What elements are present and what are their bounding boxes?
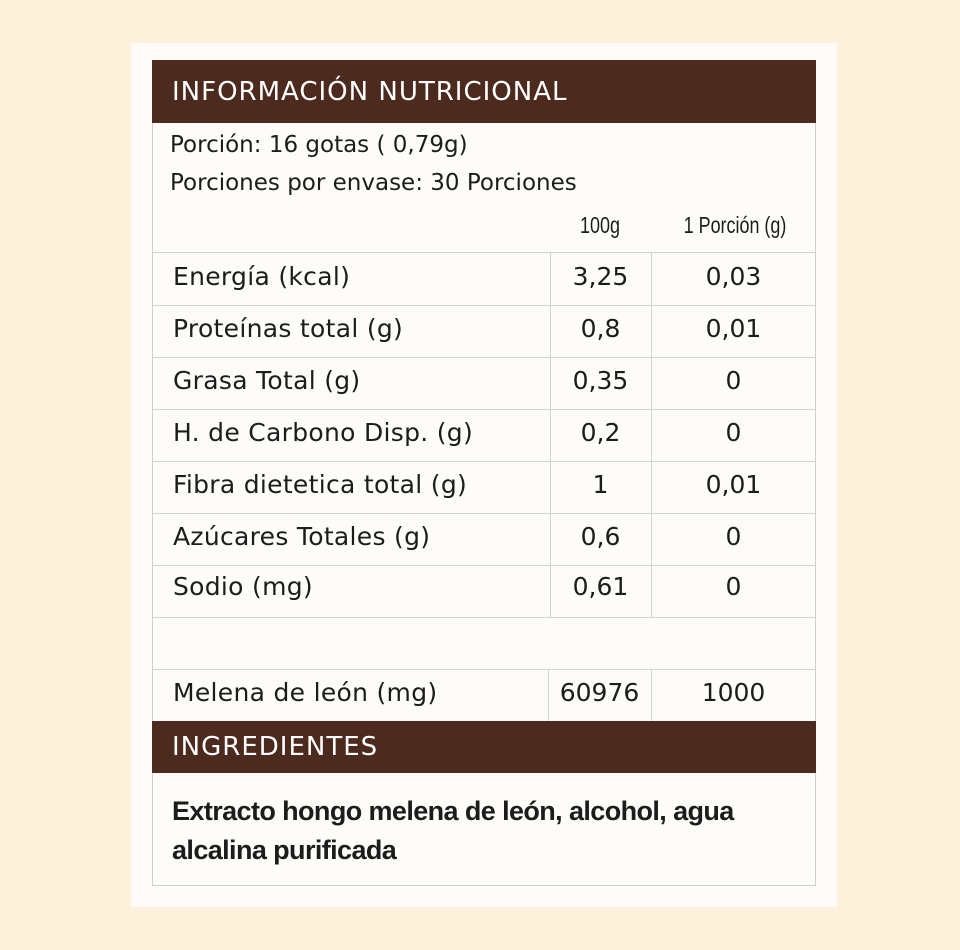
table-divider	[152, 565, 816, 566]
nutrition-title: INFORMACIÓN NUTRICIONAL	[172, 76, 568, 107]
row-value-100g: 0,8	[580, 314, 621, 343]
row-label-protein: Proteínas total (g)	[173, 314, 404, 343]
row-value-portion: 0	[725, 366, 742, 395]
row-value-portion: 1000	[701, 678, 766, 707]
table-divider	[152, 409, 816, 410]
row-value-100g: 0,6	[580, 522, 621, 551]
row-value-portion: 0,01	[705, 470, 762, 499]
row-label-lions-mane: Melena de león (mg)	[173, 678, 438, 707]
column-divider	[550, 252, 551, 617]
row-label-fat: Grasa Total (g)	[173, 366, 361, 395]
row-value-100g: 3,25	[572, 262, 629, 291]
column-divider	[651, 252, 652, 617]
table-divider	[152, 461, 816, 462]
row-label-fiber: Fibra dietetica total (g)	[173, 470, 468, 499]
nutrition-header: INFORMACIÓN NUTRICIONAL	[152, 60, 816, 123]
table-divider	[152, 305, 816, 306]
column-header-portion: 1 Porción (g)	[683, 212, 787, 238]
ingredients-title: INGREDIENTES	[172, 732, 379, 762]
serving-size: Porción: 16 gotas ( 0,79g)	[170, 132, 468, 158]
row-label-sugars: Azúcares Totales (g)	[173, 522, 431, 551]
row-value-portion: 0	[725, 572, 742, 601]
table-divider	[152, 252, 816, 253]
row-label-carbs: H. de Carbono Disp. (g)	[173, 418, 474, 447]
ingredients-header: INGREDIENTES	[152, 721, 816, 773]
column-header-100g: 100g	[580, 212, 620, 238]
table-divider	[152, 513, 816, 514]
column-divider	[548, 669, 549, 721]
table-divider	[152, 669, 816, 670]
row-value-portion: 0	[725, 418, 742, 447]
row-value-100g: 0,2	[580, 418, 621, 447]
row-value-portion: 0,03	[705, 262, 762, 291]
row-value-100g: 60976	[559, 678, 640, 707]
row-label-energy: Energía (kcal)	[173, 262, 351, 291]
row-value-100g: 0,35	[572, 366, 629, 395]
row-value-100g: 1	[592, 470, 609, 499]
ingredients-text: Extracto hongo melena de león, alcohol, …	[172, 796, 734, 865]
row-value-portion: 0,01	[705, 314, 762, 343]
table-divider	[152, 617, 816, 618]
column-divider	[651, 669, 652, 721]
servings-per-container: Porciones por envase: 30 Porciones	[170, 170, 577, 196]
row-value-100g: 0,61	[572, 572, 629, 601]
row-label-sodium: Sodio (mg)	[173, 572, 313, 601]
row-value-portion: 0	[725, 522, 742, 551]
table-divider	[152, 357, 816, 358]
